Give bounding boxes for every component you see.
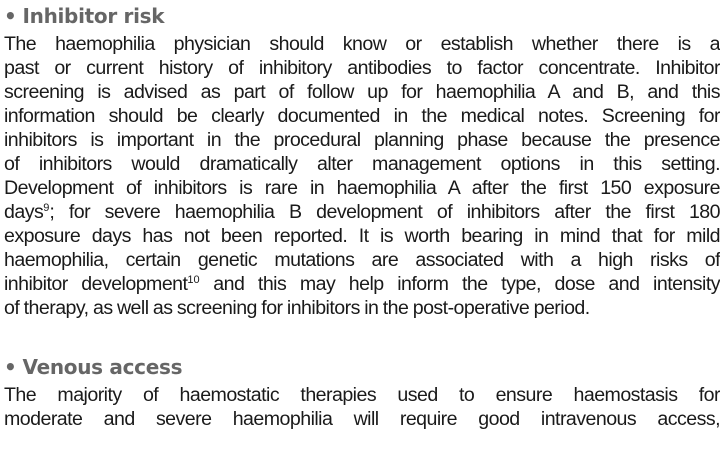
text-line: days9; for severe haemophilia B developm… (4, 200, 720, 224)
text-fragment: inhibitor development (4, 273, 188, 295)
paragraph: The haemophilia physician should know or… (4, 32, 720, 320)
text-line: haemophilia, certain genetic mutations a… (4, 249, 720, 271)
text-line: of therapy, as well as screening for inh… (4, 297, 590, 319)
section-gap (4, 320, 720, 351)
section-inhibitor-risk: • Inhibitor risk The haemophilia physicia… (4, 0, 720, 320)
document-page: • Inhibitor risk The haemophilia physicia… (4, 0, 720, 431)
text-line: The majority of haemostatic therapies us… (4, 384, 720, 406)
text-line: information should be clearly documented… (4, 105, 720, 127)
section-venous-access: • Venous access The majority of haemostat… (4, 351, 720, 431)
section-heading: • Venous access (4, 351, 720, 383)
text-fragment: ; for severe haemophilia B development o… (49, 201, 720, 223)
text-fragment: and this may help inform the type, dose … (199, 273, 720, 295)
section-heading: • Inhibitor risk (4, 0, 720, 32)
bullet-icon: • (4, 355, 17, 379)
text-line: exposure days has not been reported. It … (4, 225, 720, 247)
paragraph: The majority of haemostatic therapies us… (4, 383, 720, 431)
heading-text: Inhibitor risk (22, 4, 165, 28)
text-line: of inhibitors would dramatically alter m… (4, 153, 720, 175)
text-line: past or current history of inhibitory an… (4, 57, 720, 79)
heading-text: Venous access (22, 355, 183, 379)
bullet-icon: • (4, 4, 17, 28)
citation-superscript: 9 (43, 202, 50, 214)
text-line: screening is advised as part of follow u… (4, 81, 720, 103)
text-line: inhibitors is important in the procedura… (4, 129, 720, 151)
citation-superscript: 10 (187, 274, 200, 286)
text-line: inhibitor development10 and this may hel… (4, 272, 720, 296)
text-line: moderate and severe haemophilia will req… (4, 408, 720, 430)
text-line: Development of inhibitors is rare in hae… (4, 177, 720, 199)
text-fragment: days (4, 201, 44, 223)
text-line: The haemophilia physician should know or… (4, 33, 720, 55)
